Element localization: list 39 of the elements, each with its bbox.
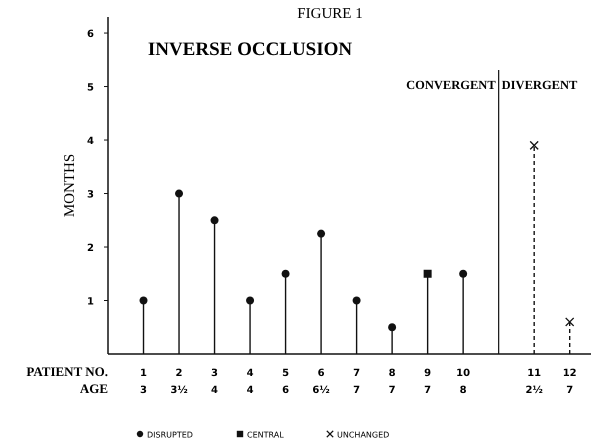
chart-title: FIGURE 1 — [297, 6, 363, 22]
y-axis-title: MONTHS — [62, 154, 78, 218]
point — [282, 270, 290, 278]
annotation: CONVERGENT — [406, 78, 496, 92]
y-tick-label: 2 — [87, 243, 94, 254]
point — [388, 323, 396, 332]
point — [565, 317, 574, 327]
x-tick-label: 9 7 — [424, 368, 432, 396]
y-tick-label: 5 — [87, 82, 94, 94]
point — [246, 296, 254, 305]
point — [424, 270, 432, 278]
x-tick-label: 7 7 — [353, 368, 360, 396]
x-tick-label: 4 4 — [246, 368, 254, 396]
point — [210, 216, 219, 224]
legend-label: DISRUPTED — [147, 430, 193, 440]
x-tick-label: 5 6 — [282, 368, 290, 396]
x-tick-label: 2 3½ — [170, 368, 188, 396]
legend-label: CENTRAL — [247, 430, 284, 440]
point — [530, 140, 539, 150]
x-tick-label: 6 6½ — [312, 368, 330, 396]
y-tick-label: 4 — [87, 136, 94, 148]
x-tick-label: 12 7 — [562, 368, 577, 396]
y-tick-label: 3 — [87, 190, 94, 201]
point — [352, 296, 361, 305]
x-axis-title: PATIENT NO. AGE — [26, 364, 108, 396]
point — [459, 270, 468, 278]
x-tick-label: 3 4 — [211, 368, 218, 396]
point — [175, 190, 184, 198]
y-tick-label: 1 — [87, 296, 94, 308]
x-tick-label: 8 7 — [388, 368, 396, 396]
x-tick-label: 1 3 — [140, 368, 148, 396]
legend-label: UNCHANGED — [337, 430, 390, 440]
x-tick-label: 10 8 — [456, 368, 470, 396]
point — [317, 230, 326, 238]
x-tick-label: 11 2½ — [526, 368, 543, 396]
text: INVERSE OCCLUSION — [148, 39, 352, 60]
annotation: DIVERGENT — [502, 78, 578, 92]
y-tick-label: 6 — [87, 29, 94, 40]
point — [140, 296, 148, 305]
